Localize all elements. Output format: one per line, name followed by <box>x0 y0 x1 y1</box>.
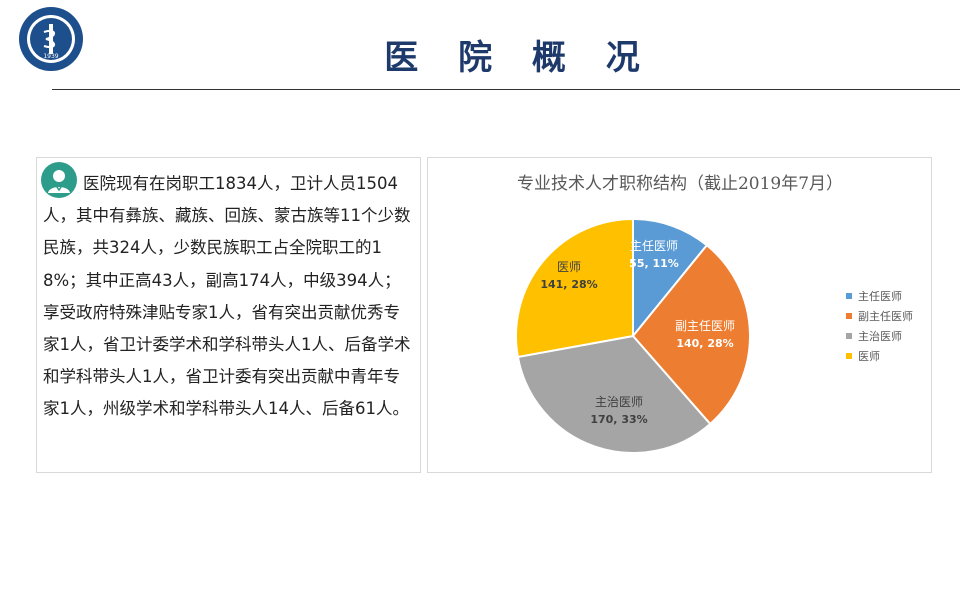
legend-swatch <box>846 313 852 319</box>
legend-swatch <box>846 333 852 339</box>
slice-label-name: 副主任医师 <box>675 319 735 333</box>
slice-label-name: 医师 <box>557 260 581 274</box>
legend-label: 主治医师 <box>858 329 902 343</box>
legend-label: 主任医师 <box>858 290 902 303</box>
page-title: 医 院 概 况 <box>384 38 654 78</box>
legend-label: 医师 <box>858 350 880 363</box>
header-divider <box>52 89 960 90</box>
legend-label: 副主任医师 <box>858 310 913 323</box>
slice-label-value: 170, 33% <box>590 413 647 426</box>
summary-panel: 医院现有在岗职工1834人，卫计人员1504人，其中有彝族、藏族、回族、蒙古族等… <box>36 157 421 473</box>
summary-text: 医院现有在岗职工1834人，卫计人员1504人，其中有彝族、藏族、回族、蒙古族等… <box>43 174 411 419</box>
pie-slice-3 <box>515 217 634 359</box>
title-structure-chart: 专业技术人才职称结构（截止2019年7月） 主任医师 55, 11% 副主任医师 14… <box>427 157 932 473</box>
doctor-avatar-icon <box>41 162 77 198</box>
slice-label-value: 140, 28% <box>676 337 733 350</box>
chart-title: 专业技术人才职称结构（截止2019年7月） <box>517 174 843 194</box>
pie-chart: 专业技术人才职称结构（截止2019年7月） 主任医师 55, 11% 副主任医师 14… <box>515 174 913 454</box>
pie-slice-0 <box>632 217 709 339</box>
pie-slice-2 <box>516 334 712 454</box>
slice-label-value: 141, 28% <box>540 278 597 291</box>
logo-year: 1939 <box>43 53 58 60</box>
legend-swatch <box>846 293 852 299</box>
slice-label-value: 55, 11% <box>629 257 679 270</box>
pie-slice-1 <box>631 243 751 426</box>
legend-swatch <box>846 353 852 359</box>
hospital-logo: 1939 <box>19 7 83 71</box>
slice-label-name: 主治医师 <box>595 395 643 409</box>
slice-label-name: 主任医师 <box>630 239 678 253</box>
